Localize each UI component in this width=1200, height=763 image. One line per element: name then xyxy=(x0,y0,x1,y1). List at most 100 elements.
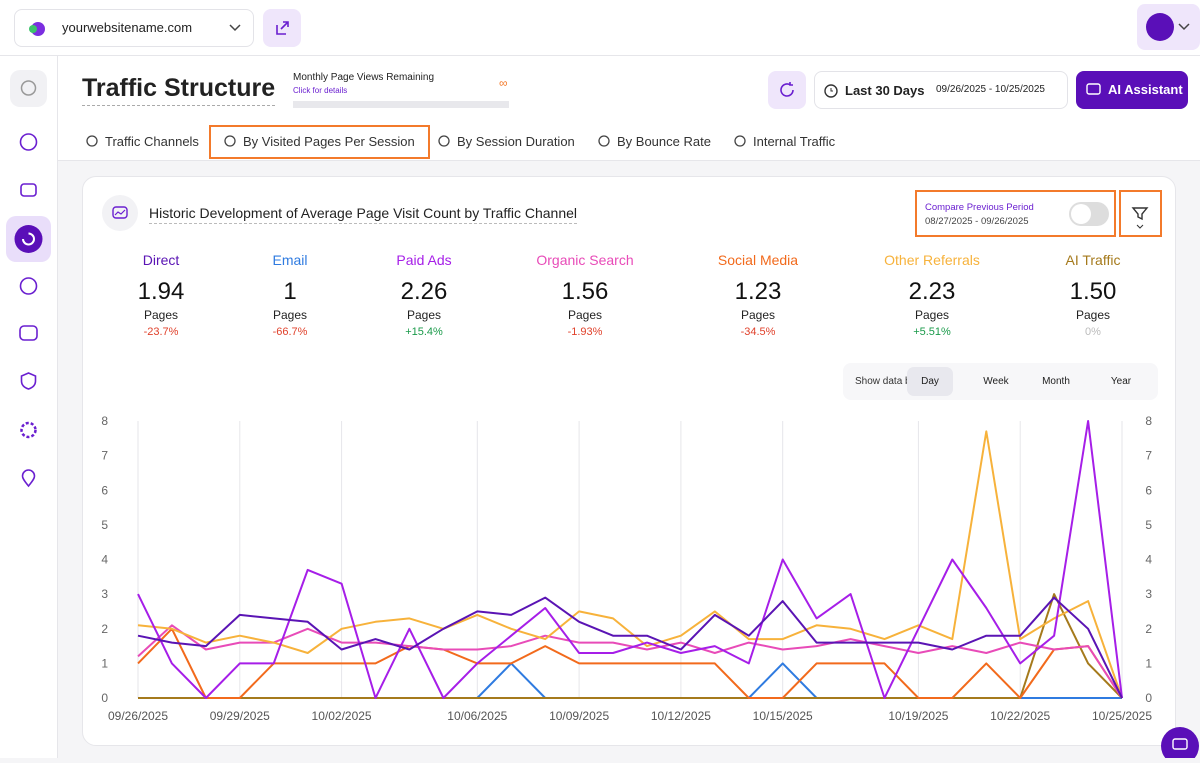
tab[interactable]: Internal Traffic xyxy=(733,132,835,150)
period-selector: Show data by: Day Week Month Year xyxy=(843,363,1158,400)
quota-label: Monthly Page Views Remaining xyxy=(293,72,435,83)
chat-icon xyxy=(1086,83,1101,95)
stat-unit: Pages xyxy=(406,308,442,322)
stat-change: -23.7% xyxy=(143,326,179,338)
tab-icon xyxy=(598,135,610,147)
stat-name: Organic Search xyxy=(536,252,634,268)
compare-toggle[interactable] xyxy=(1069,202,1109,226)
compare-dates: 08/27/2025 - 09/26/2025 xyxy=(925,216,1029,227)
filter-button[interactable] xyxy=(1119,190,1162,237)
stat-name: Paid Ads xyxy=(396,252,452,268)
stat-value: 1.50 xyxy=(1069,278,1117,305)
tab-icon xyxy=(224,135,236,147)
ai-assistant-label: AI Assistant xyxy=(1108,82,1183,97)
y-tick-label: 5 xyxy=(101,518,108,532)
quota-bar xyxy=(293,101,509,108)
period-option[interactable]: Year xyxy=(1110,376,1132,387)
compare-box: Compare Previous Period 08/27/2025 - 09/… xyxy=(915,190,1116,237)
stat-name: Social Media xyxy=(717,252,799,268)
tab-label: Internal Traffic xyxy=(753,133,836,149)
sidebar xyxy=(0,56,58,758)
card-title: Historic Development of Average Page Vis… xyxy=(149,205,578,224)
card-icon xyxy=(102,195,138,231)
stat-name: Other Referrals xyxy=(884,252,980,268)
stat-name: Direct xyxy=(142,252,180,268)
series-line xyxy=(137,596,1123,699)
avatar xyxy=(1146,13,1190,41)
y-tick-label: 7 xyxy=(101,449,108,463)
tab[interactable]: Traffic Channels xyxy=(85,132,199,150)
x-tick-label: 10/15/2025 xyxy=(753,709,813,723)
stat-value: 1.94 xyxy=(137,278,185,305)
series-line xyxy=(138,662,1122,699)
period-option[interactable]: Week xyxy=(983,376,1009,387)
date-range[interactable]: Last 30 Days 09/26/2025 - 10/25/2025 xyxy=(814,71,1068,109)
tab-label: Traffic Channels xyxy=(105,133,199,149)
x-tick-label: 10/09/2025 xyxy=(549,709,609,723)
account-menu[interactable] xyxy=(1137,4,1200,50)
refresh-button[interactable] xyxy=(768,71,806,109)
stat-unit: Pages xyxy=(1075,308,1111,322)
top-bar: yourwebsitename.com xyxy=(0,0,1200,56)
refresh-icon xyxy=(780,82,794,97)
tab[interactable]: By Session Duration xyxy=(437,132,575,150)
open-site-button[interactable] xyxy=(263,9,301,47)
tab-icon xyxy=(438,135,450,147)
tab-label: By Session Duration xyxy=(457,133,575,149)
sidebar-icons xyxy=(6,70,51,488)
tab[interactable]: By Visited Pages Per Session xyxy=(223,132,415,150)
page-title: Traffic Structure xyxy=(82,74,276,106)
stat-change: 0% xyxy=(1085,326,1101,338)
site-name: yourwebsitename.com xyxy=(62,20,193,35)
stat-name: AI Traffic xyxy=(1065,252,1121,268)
y-tick-label: 4 xyxy=(101,553,108,567)
filter-icon xyxy=(1131,207,1149,229)
stat: Paid Ads 2.26 Pages +15.4% xyxy=(349,252,499,338)
stat: Social Media 1.23 Pages -34.5% xyxy=(683,252,833,338)
ai-assistant-button[interactable]: AI Assistant xyxy=(1076,71,1188,109)
x-tick-label: 10/02/2025 xyxy=(312,709,372,723)
site-selector[interactable]: yourwebsitename.com xyxy=(14,9,254,47)
stat: Other Referrals 2.23 Pages +5.51% xyxy=(857,252,1007,338)
x-tick-label: 09/26/2025 xyxy=(108,709,168,723)
quota-value: ∞ xyxy=(499,76,508,90)
show-by-label: Show data by: xyxy=(855,376,919,387)
y-tick-label: 0 xyxy=(101,691,108,705)
tab[interactable]: By Bounce Rate xyxy=(597,132,711,150)
x-tick-label: 10/22/2025 xyxy=(990,709,1050,723)
quota-link[interactable]: Click for details xyxy=(293,86,348,95)
x-tick-label: 09/29/2025 xyxy=(210,709,270,723)
period-option[interactable]: Day xyxy=(907,367,953,396)
tab-label: By Bounce Rate xyxy=(617,133,711,149)
y-tick-label: 2 xyxy=(101,622,108,636)
clock-icon xyxy=(824,84,838,98)
y2-tick-label: 6 xyxy=(1145,483,1152,497)
range-dates: 09/26/2025 - 10/25/2025 xyxy=(936,84,1045,95)
range-label: Last 30 Days xyxy=(845,83,925,98)
x-tick-label: 10/25/2025 xyxy=(1092,709,1152,723)
y2-tick-label: 4 xyxy=(1145,553,1152,567)
x-tick-label: 10/12/2025 xyxy=(651,709,711,723)
stat-change: -34.5% xyxy=(740,326,776,338)
stat-change: +15.4% xyxy=(405,326,443,338)
y-tick-label: 8 xyxy=(101,414,108,428)
x-tick-label: 10/19/2025 xyxy=(888,709,948,723)
y2-tick-label: 1 xyxy=(1145,656,1152,670)
external-icon xyxy=(276,21,289,35)
tab-icon xyxy=(86,135,98,147)
stat: AI Traffic 1.50 Pages 0% xyxy=(1018,252,1168,338)
stat: Organic Search 1.56 Pages -1.93% xyxy=(510,252,660,338)
period-option[interactable]: Month xyxy=(1042,376,1070,387)
tab-icon xyxy=(734,135,746,147)
tab-label: By Visited Pages Per Session xyxy=(243,133,415,149)
y2-tick-label: 2 xyxy=(1145,622,1152,636)
stat-value: 1 xyxy=(283,278,297,305)
stat-change: +5.51% xyxy=(913,326,951,338)
stat-unit: Pages xyxy=(272,308,308,322)
series-line xyxy=(138,593,1123,699)
stat-value: 1.56 xyxy=(561,278,609,305)
chat-bubble[interactable] xyxy=(1160,726,1200,758)
y2-tick-label: 7 xyxy=(1145,449,1152,463)
stat-unit: Pages xyxy=(143,308,179,322)
chevron xyxy=(229,24,241,32)
